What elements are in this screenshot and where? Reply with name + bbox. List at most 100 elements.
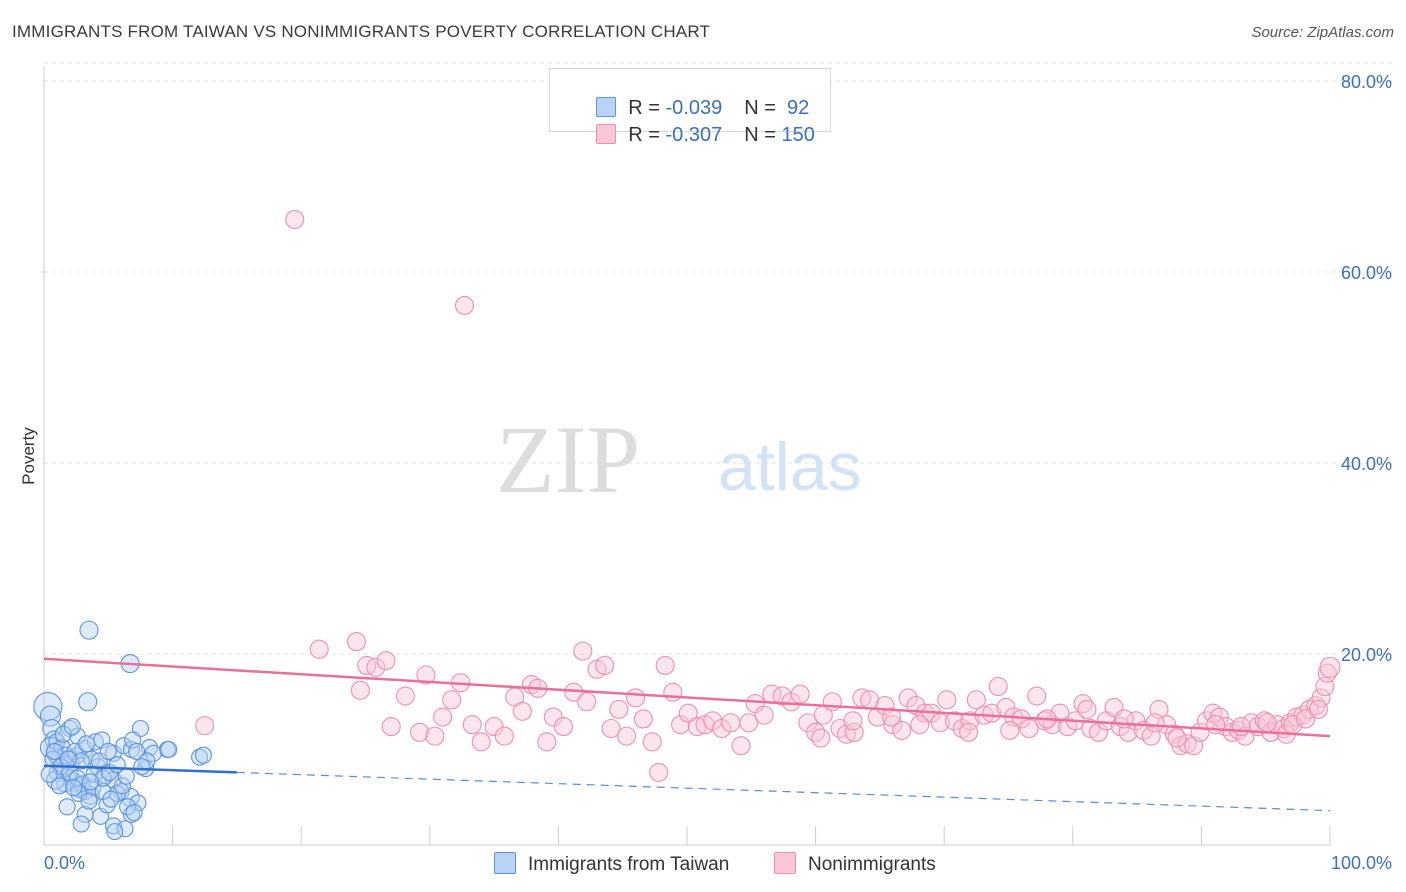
nonimmigrant-point — [442, 690, 462, 710]
nonimmigrant-point — [1257, 713, 1277, 733]
nonimmigrant-point — [910, 715, 930, 735]
nonimmigrant-point — [944, 711, 965, 731]
nonimmigrant-point — [655, 655, 675, 676]
nonimmigrant-point — [471, 732, 491, 752]
nonimmigrant-point — [806, 722, 826, 742]
nonimmigrant-point — [609, 699, 629, 719]
taiwan-point — [40, 765, 58, 783]
nonimmigrant-point — [881, 707, 902, 727]
trend-lines — [43, 657, 1331, 812]
chart-title: IMMIGRANTS FROM TAIWAN VS NONIMMIGRANTS … — [12, 22, 711, 41]
pink-swatch — [774, 852, 796, 874]
nonimmigrant-point — [1073, 694, 1093, 714]
taiwan-point — [39, 705, 61, 727]
nonimmigrant-point — [1308, 699, 1328, 719]
nonimmigrant-point — [601, 718, 621, 739]
nonimmigrant-point — [982, 703, 1002, 723]
nonimmigrant-point — [617, 726, 637, 746]
nonimmigrant-point — [663, 682, 683, 702]
taiwan-point — [65, 779, 83, 797]
series-legend-nonimmigrants-label: Nonimmigrants — [808, 854, 936, 875]
taiwan-trend-line — [43, 764, 237, 774]
taiwan-point — [72, 815, 90, 833]
nonimmigrant-point — [883, 715, 903, 735]
nonimmigrant-point — [553, 717, 574, 737]
y-tick-label: 20.0% — [1341, 645, 1392, 665]
nonimmigrant-point — [822, 692, 842, 712]
nonimmigrant-point — [937, 690, 957, 710]
nonimmigrant-point — [195, 716, 215, 736]
taiwan-point — [125, 803, 143, 822]
nonimmigrant-point — [671, 715, 691, 735]
nonimmigrant-point — [678, 703, 698, 723]
nonimmigrant-point — [1296, 709, 1316, 729]
nonimmigrant-point — [454, 295, 475, 315]
nonimmigrant-point — [790, 684, 810, 704]
series-legend-nonimmigrants[interactable]: Nonimmigrants — [774, 852, 936, 876]
blue-swatch — [596, 97, 617, 117]
nonimmigrant-point — [543, 707, 563, 727]
taiwan-point — [122, 805, 140, 823]
watermark-zip: ZIP — [496, 406, 640, 513]
y-axis-label: Poverty — [19, 427, 38, 485]
nonimmigrant-point — [537, 732, 557, 752]
nonimmigrant-point — [512, 701, 532, 721]
nonimmigrant-point — [577, 692, 597, 712]
taiwan-point — [117, 767, 135, 785]
legend-r-label: R = — [628, 97, 666, 119]
nonimmigrant-point — [462, 715, 482, 735]
nonimmigrant-point — [642, 732, 662, 752]
taiwan-point — [58, 798, 76, 816]
nonimmigrant-point — [1319, 656, 1341, 678]
taiwan-trend-extension — [236, 771, 1331, 812]
scatter-points — [33, 209, 1341, 841]
nonimmigrant-point — [425, 726, 445, 746]
nonimmigrant-point — [595, 655, 615, 676]
nonimmigrant-point — [1167, 728, 1187, 748]
taiwan-point — [113, 777, 131, 795]
nonimmigrant-point — [433, 707, 453, 727]
nonimmigrant-trend-line — [43, 657, 1331, 738]
legend-n-label: N = — [744, 124, 782, 146]
nonimmigrant-point — [376, 651, 396, 671]
nonimmigrant-point — [1000, 720, 1020, 740]
taiwan-point — [116, 820, 134, 838]
nonimmigrant-point — [966, 690, 986, 710]
legend-n-label: N = — [744, 97, 782, 119]
taiwan-point — [45, 742, 63, 760]
legend-n-value-taiwan: 92 — [781, 97, 810, 119]
legend-r-value-nonimmigrants: -0.307 — [665, 124, 723, 146]
nonimmigrant-point — [395, 686, 415, 706]
nonimmigrant-point — [1231, 717, 1251, 737]
nonimmigrant-point — [712, 718, 732, 739]
nonimmigrant-point — [309, 639, 329, 659]
nonimmigrant-point — [381, 717, 401, 737]
source-label: Source: ZipAtlas.com — [1251, 24, 1394, 41]
nonimmigrant-point — [1177, 734, 1197, 754]
taiwan-point — [72, 752, 90, 770]
nonimmigrant-point — [731, 736, 751, 756]
nonimmigrant-point — [484, 717, 504, 737]
legend-row-nonimmigrants: R = -0.307 N = 150 — [574, 101, 815, 146]
taiwan-point — [119, 798, 137, 816]
x-tick-label-min: 0.0% — [44, 853, 85, 873]
nonimmigrant-point — [739, 713, 759, 733]
nonimmigrant-point — [1027, 686, 1047, 706]
taiwan-point — [78, 692, 98, 712]
nonimmigrant-point — [754, 705, 774, 725]
nonimmigrant-point — [1019, 718, 1039, 739]
series-legend-taiwan[interactable]: Immigrants from Taiwan — [494, 852, 729, 876]
nonimmigrant-point — [988, 676, 1008, 697]
nonimmigrant-point — [350, 680, 370, 700]
blue-swatch — [494, 852, 516, 874]
tick-labels: 20.0% 40.0% 60.0% 80.0% 0.0% 100.0% — [44, 72, 1392, 873]
nonimmigrant-point — [1222, 722, 1242, 742]
nonimmigrant-point — [1145, 713, 1165, 733]
nonimmigrant-point — [409, 722, 430, 742]
nonimmigrant-point — [1058, 717, 1078, 737]
taiwan-point — [80, 792, 98, 810]
nonimmigrant-point — [959, 722, 979, 742]
nonimmigrant-point — [898, 688, 918, 708]
taiwan-point — [94, 769, 112, 787]
